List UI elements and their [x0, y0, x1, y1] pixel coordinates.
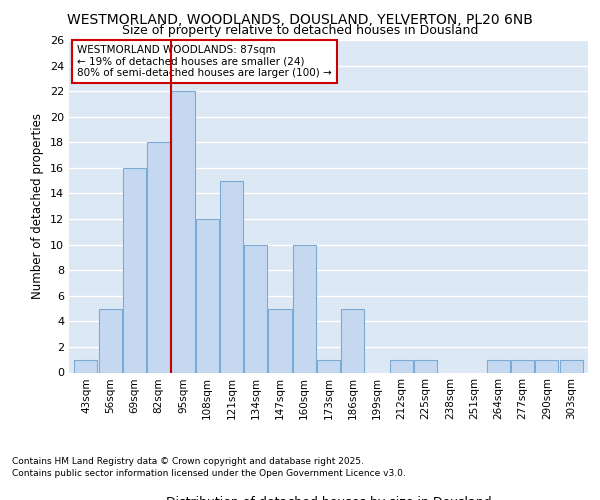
- Bar: [74, 360, 97, 372]
- Bar: [414, 360, 437, 372]
- Y-axis label: Number of detached properties: Number of detached properties: [31, 114, 44, 299]
- Bar: [511, 360, 534, 372]
- Text: Contains HM Land Registry data © Crown copyright and database right 2025.: Contains HM Land Registry data © Crown c…: [12, 458, 364, 466]
- Bar: [99, 308, 122, 372]
- Bar: [244, 244, 267, 372]
- Bar: [172, 91, 194, 372]
- Bar: [147, 142, 170, 372]
- Bar: [535, 360, 558, 372]
- Bar: [123, 168, 146, 372]
- Bar: [560, 360, 583, 372]
- Bar: [390, 360, 413, 372]
- Bar: [220, 180, 243, 372]
- Bar: [196, 219, 219, 372]
- Bar: [341, 308, 364, 372]
- Text: Size of property relative to detached houses in Dousland: Size of property relative to detached ho…: [122, 24, 478, 37]
- Text: Contains public sector information licensed under the Open Government Licence v3: Contains public sector information licen…: [12, 469, 406, 478]
- Text: WESTMORLAND WOODLANDS: 87sqm
← 19% of detached houses are smaller (24)
80% of se: WESTMORLAND WOODLANDS: 87sqm ← 19% of de…: [77, 45, 332, 78]
- Bar: [293, 244, 316, 372]
- Bar: [487, 360, 510, 372]
- Text: WESTMORLAND, WOODLANDS, DOUSLAND, YELVERTON, PL20 6NB: WESTMORLAND, WOODLANDS, DOUSLAND, YELVER…: [67, 12, 533, 26]
- Bar: [317, 360, 340, 372]
- X-axis label: Distribution of detached houses by size in Dousland: Distribution of detached houses by size …: [166, 496, 491, 500]
- Bar: [268, 308, 292, 372]
